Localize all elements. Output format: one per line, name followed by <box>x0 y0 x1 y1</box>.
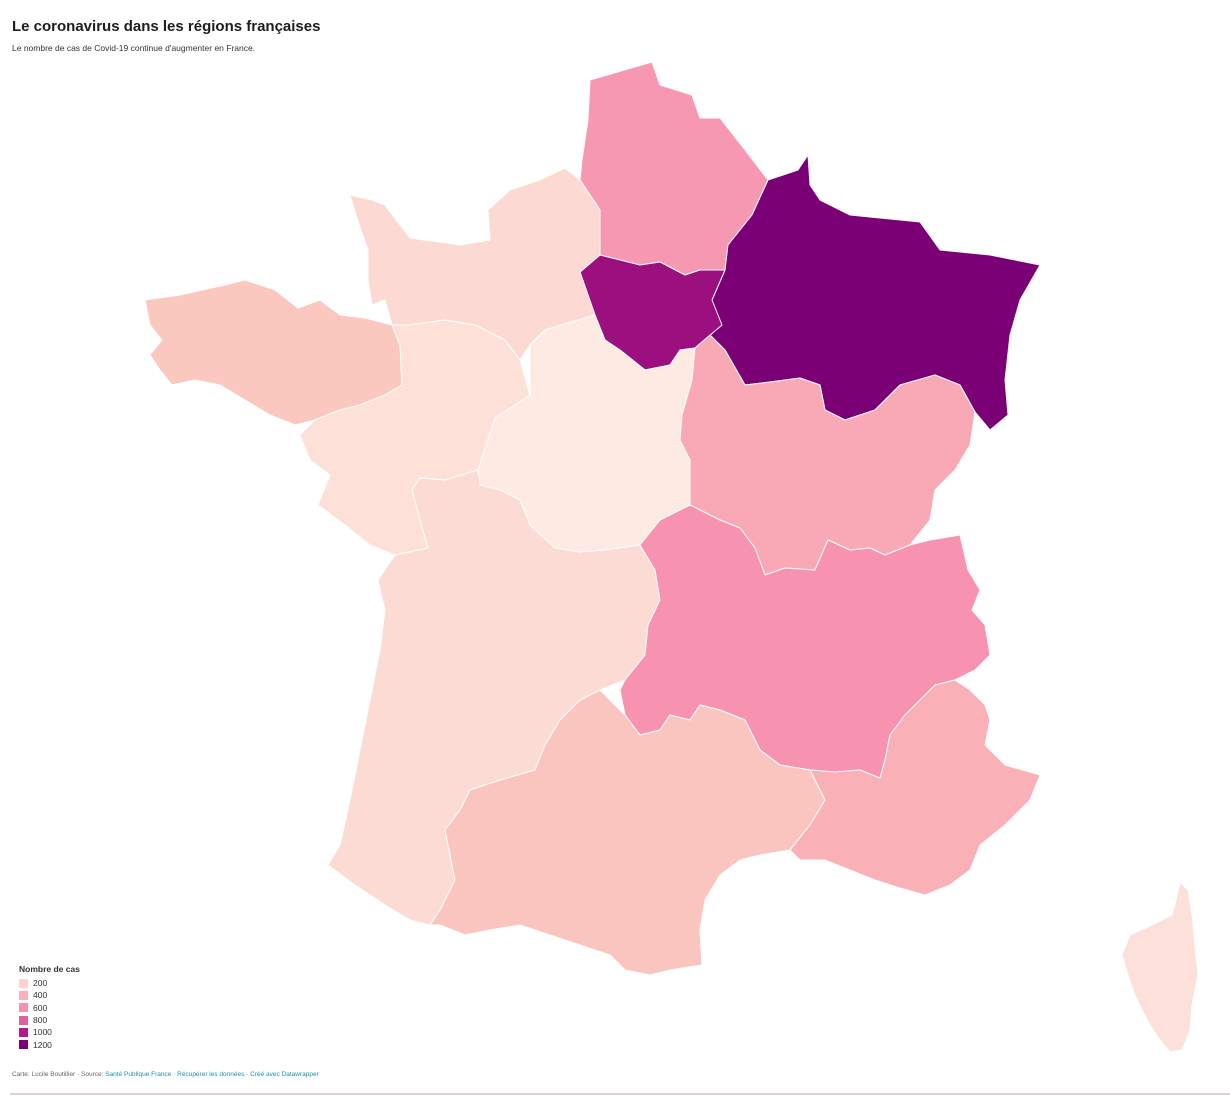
source-link[interactable]: Santé Publique France <box>105 1071 172 1078</box>
legend-item: 1200 <box>19 1038 80 1050</box>
legend-label: 1000 <box>33 1027 52 1038</box>
legend-swatch <box>19 1003 28 1013</box>
map-title: Le coronavirus dans les régions français… <box>12 18 321 35</box>
legend-swatch <box>19 1040 28 1050</box>
footer: Carte: Lucile Boutillier · Source: Santé… <box>12 1071 319 1078</box>
legend-swatch <box>19 990 28 1000</box>
legend-item: 800 <box>19 1014 80 1026</box>
region-paca[interactable]: Provence-Alpes-Côte d'Azur <box>789 679 1041 896</box>
legend-swatch <box>19 1027 28 1037</box>
legend-item: 1000 <box>19 1026 80 1038</box>
legend: Nombre de cas 200 400 600 800 1000 1200 <box>19 964 80 1051</box>
datawrapper-link[interactable]: Créé avec Datawrapper <box>250 1071 319 1078</box>
map-subtitle: Le nombre de cas de Covid-19 continue d'… <box>12 43 256 53</box>
legend-label: 400 <box>33 990 48 1001</box>
legend-label: 800 <box>33 1015 48 1026</box>
legend-item: 400 <box>19 989 80 1001</box>
footer-credit: Carte: Lucile Boutillier · Source: <box>12 1071 106 1078</box>
legend-label: 1200 <box>33 1039 52 1050</box>
legend-swatch <box>19 978 28 988</box>
legend-title: Nombre de cas <box>19 964 80 974</box>
region-corse[interactable]: Corse <box>1121 881 1199 1053</box>
region-normandie[interactable]: Normandie <box>349 167 601 361</box>
legend-item: 600 <box>19 1002 80 1014</box>
legend-swatch <box>19 1015 28 1025</box>
legend-item: 200 <box>19 977 80 989</box>
legend-label: 600 <box>33 1002 48 1013</box>
download-data-link[interactable]: Récupérer les données <box>177 1071 245 1078</box>
footer-separator: · <box>171 1071 178 1078</box>
footer-separator: · <box>244 1071 251 1078</box>
legend-label: 200 <box>33 978 48 989</box>
bottom-divider <box>10 1093 1230 1095</box>
